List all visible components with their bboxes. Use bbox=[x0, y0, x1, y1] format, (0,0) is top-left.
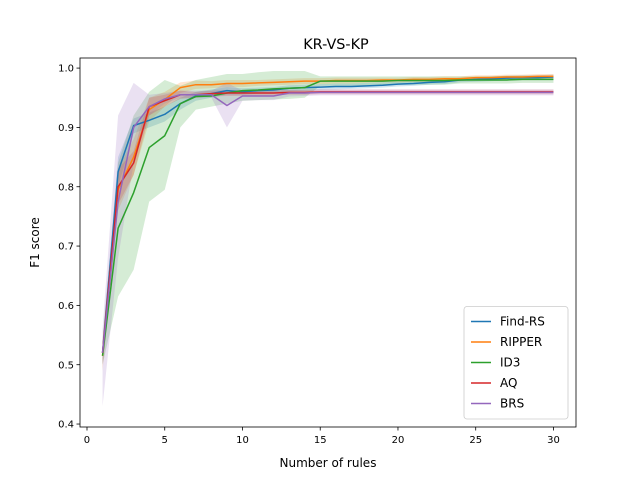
y-axis: 0.4 0.5 0.6 0.7 0.8 0.9 1.0 bbox=[58, 64, 80, 431]
y-tick-label: 0.5 bbox=[58, 360, 74, 371]
x-axis: 0 5 10 15 20 25 30 bbox=[84, 427, 560, 446]
legend-label-id3: ID3 bbox=[500, 356, 520, 370]
legend-box bbox=[463, 306, 569, 420]
plot-frame bbox=[79, 57, 577, 428]
brs-line bbox=[101, 91, 554, 353]
legend-label-aq: AQ bbox=[500, 376, 517, 390]
x-axis-label: Number of rules bbox=[280, 456, 377, 470]
x-tick-label: 30 bbox=[547, 435, 560, 446]
legend-label-find-rs: Find-RS bbox=[500, 315, 545, 329]
y-tick-label: 0.8 bbox=[58, 182, 74, 193]
legend: Find-RS RIPPER ID3 AQ BRS bbox=[463, 306, 569, 420]
y-tick-label: 0.4 bbox=[58, 420, 74, 431]
x-tick-label: 0 bbox=[84, 435, 90, 446]
legend-label-ripper: RIPPER bbox=[500, 335, 542, 349]
id3-line bbox=[101, 78, 554, 356]
legend-label-brs: BRS bbox=[500, 397, 524, 411]
x-tick-label: 10 bbox=[236, 435, 249, 446]
id3-band bbox=[102, 71, 554, 365]
series-lines bbox=[101, 75, 554, 356]
x-tick-label: 20 bbox=[392, 435, 405, 446]
y-tick-label: 0.9 bbox=[58, 123, 74, 134]
aq-band bbox=[102, 89, 554, 365]
ripper-band bbox=[102, 74, 554, 371]
y-tick-label: 0.7 bbox=[58, 242, 74, 253]
x-tick-label: 5 bbox=[162, 435, 168, 446]
x-tick-label: 15 bbox=[314, 435, 327, 446]
x-tick-label: 25 bbox=[469, 435, 482, 446]
y-tick-label: 0.6 bbox=[58, 301, 74, 312]
y-tick-label: 1.0 bbox=[58, 64, 74, 75]
chart-title: KR-VS-KP bbox=[303, 37, 369, 53]
y-axis-label: F1 score bbox=[28, 217, 42, 268]
